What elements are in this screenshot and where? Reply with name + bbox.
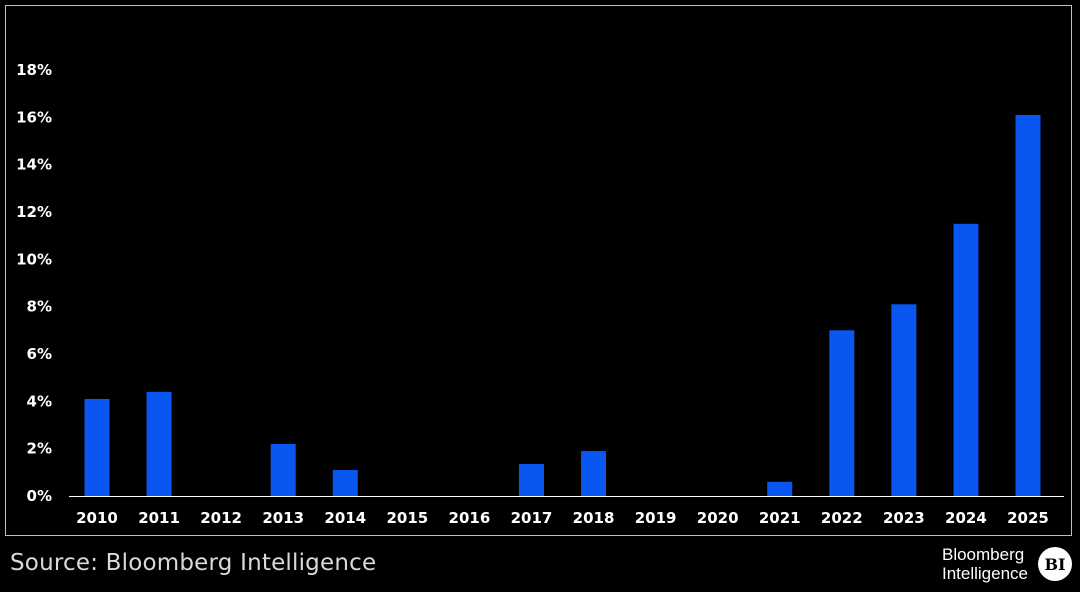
y-tick-label: 10%	[16, 250, 52, 268]
bar-2023	[891, 304, 917, 496]
brand-name: Bloomberg Intelligence	[942, 545, 1028, 583]
x-tick-label: 2013	[262, 509, 304, 527]
bar-2014	[332, 469, 358, 496]
x-tick-label: 2022	[821, 509, 863, 527]
y-tick-label: 14%	[16, 156, 52, 174]
x-tick-label: 2021	[759, 509, 801, 527]
x-tick-label: 2024	[945, 509, 987, 527]
x-tick-label: 2014	[324, 509, 366, 527]
bar-2017	[518, 464, 544, 496]
x-tick-label: 2015	[386, 509, 428, 527]
bar-2025	[1015, 114, 1041, 496]
x-tick-label: 2010	[76, 509, 118, 527]
x-tick-label: 2020	[697, 509, 739, 527]
x-tick-label: 2023	[883, 509, 925, 527]
y-tick-label: 4%	[27, 392, 52, 410]
x-tick-label: 2018	[573, 509, 615, 527]
bar-2024	[953, 223, 979, 497]
y-axis-ticks: 0% 2% 4% 6% 8% 10% 12% 14% 16% 18%	[16, 61, 52, 505]
chart-panel: 0% 2% 4% 6% 8% 10% 12% 14% 16% 18% 2010 2011 2012 20…	[5, 5, 1072, 536]
bar-2010	[84, 398, 110, 496]
bar-2013	[270, 443, 296, 496]
bi-badge-icon: BI	[1038, 547, 1072, 581]
bar-2022	[829, 330, 855, 496]
x-tick-label: 2011	[138, 509, 180, 527]
y-tick-label: 0%	[27, 487, 52, 505]
brand-logo: Bloomberg Intelligence BI	[942, 545, 1072, 583]
x-tick-label: 2019	[635, 509, 677, 527]
bars	[84, 114, 1041, 497]
x-tick-label: 2012	[200, 509, 242, 527]
y-tick-label: 16%	[16, 108, 52, 126]
y-tick-label: 8%	[27, 298, 52, 316]
bar-chart: 0%2%4%6%8%10%12%14%16%18% 2010 2011 2012 20…	[16, 61, 1064, 527]
bar-2011	[146, 391, 172, 496]
y-tick-label: 6%	[27, 345, 52, 363]
x-tick-label: 2017	[511, 509, 553, 527]
x-tick-label: 2016	[449, 509, 491, 527]
bar-2021	[767, 481, 793, 496]
bar-2018	[581, 451, 607, 496]
x-tick-label: 2025	[1007, 509, 1049, 527]
source-note: Source: Bloomberg Intelligence	[10, 550, 377, 576]
x-axis-ticks: 2010 2011 2012 2013 2014 2015 2016 2017 2018 2019…	[76, 509, 1049, 527]
y-tick-label: 2%	[27, 440, 52, 458]
y-tick-label: 18%	[16, 61, 52, 79]
brand-line-1: Bloomberg	[941, 545, 1025, 564]
brand-line-2: Intelligence	[941, 564, 1028, 583]
y-tick-label: 12%	[16, 203, 52, 221]
